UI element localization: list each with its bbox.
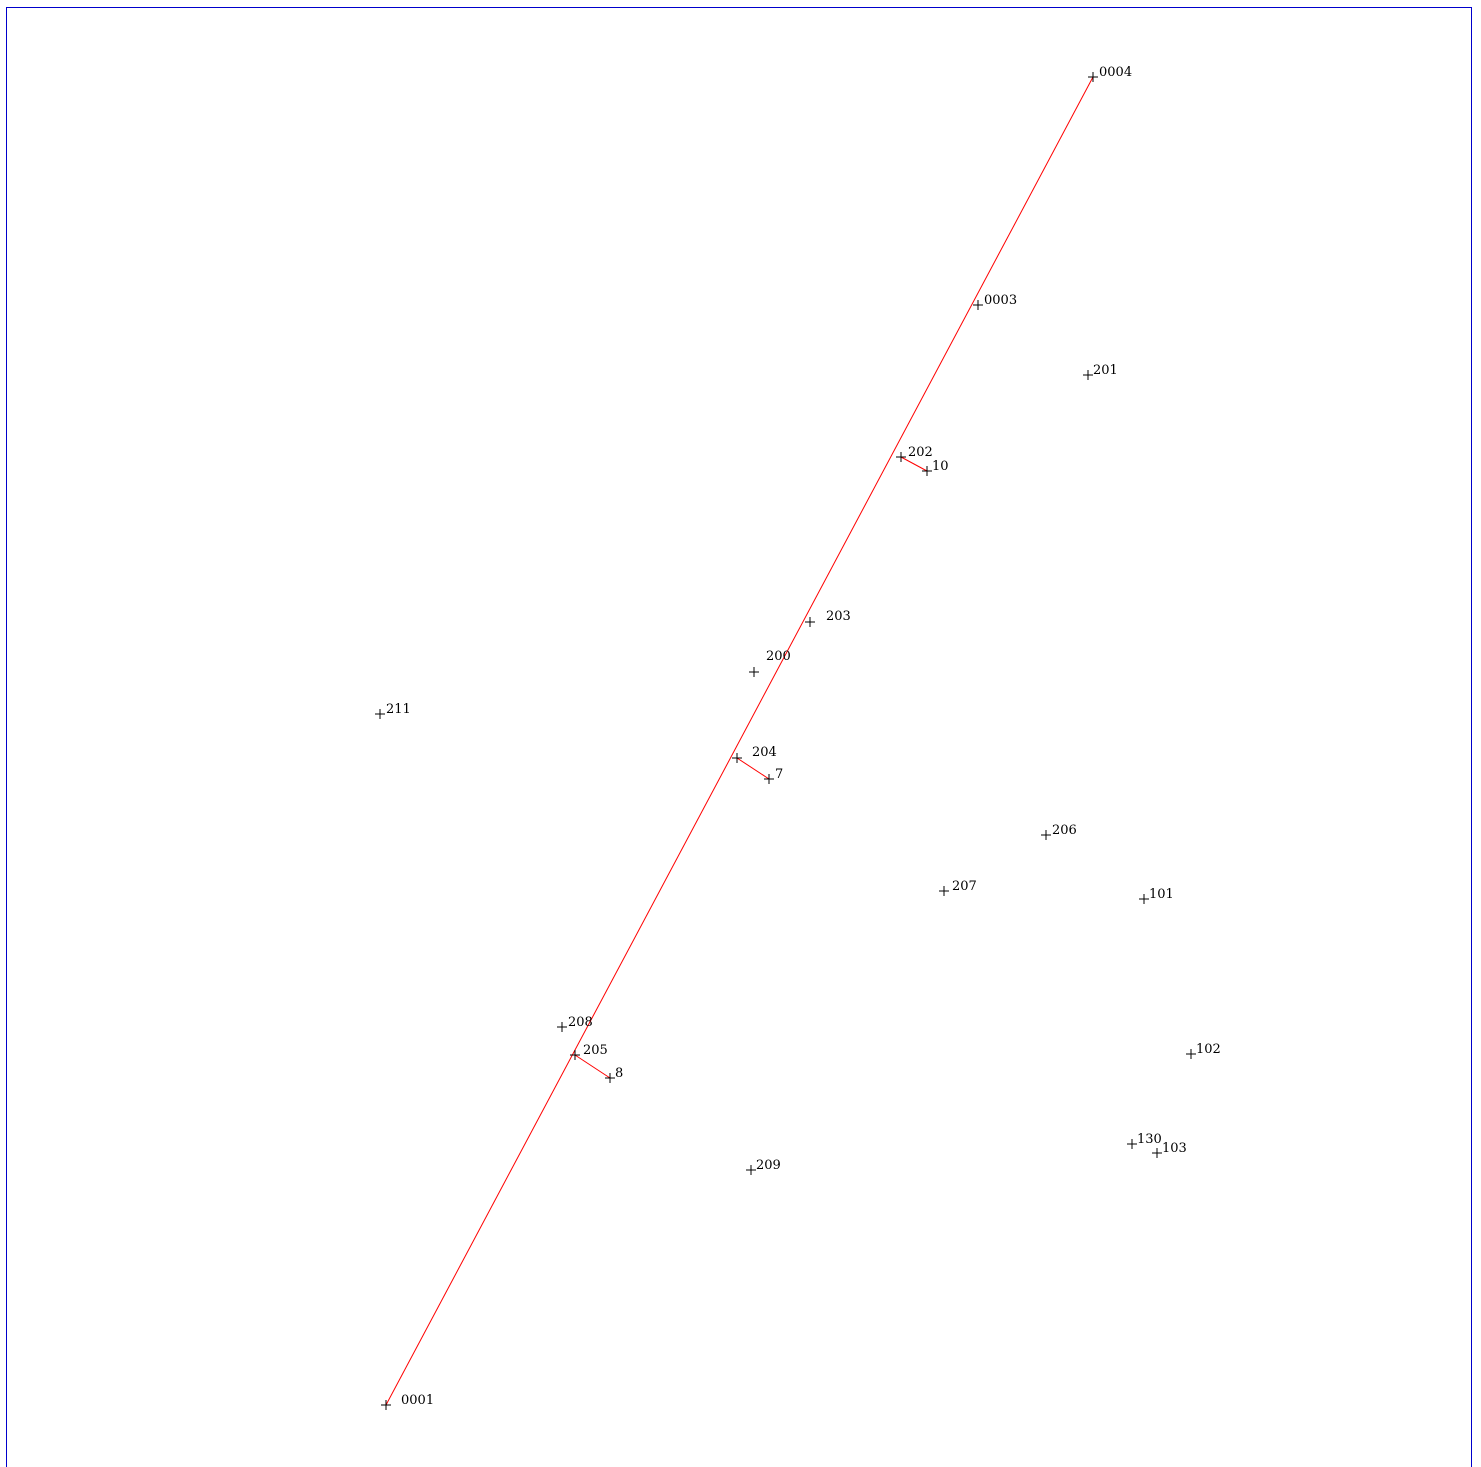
point-label: 201 — [1093, 363, 1118, 378]
point-label: 204 — [752, 745, 777, 760]
point-label: 208 — [568, 1015, 593, 1030]
point-label: 203 — [826, 609, 851, 624]
point-label: 0003 — [984, 293, 1017, 308]
point-label: 7 — [775, 767, 783, 782]
lines-layer — [385, 76, 1094, 1406]
drawing-frame — [6, 7, 1472, 1467]
point-label: 205 — [583, 1043, 608, 1058]
point-209[interactable]: 209 — [746, 1158, 781, 1175]
point-7[interactable]: 7 — [764, 767, 783, 784]
point-205[interactable]: 205 — [570, 1043, 608, 1060]
point-208[interactable]: 208 — [557, 1015, 593, 1032]
point-label: 209 — [756, 1158, 781, 1173]
line-204-7 — [736, 757, 770, 780]
point-203[interactable]: 203 — [805, 609, 851, 627]
point-103[interactable]: 103 — [1152, 1141, 1187, 1158]
point-130[interactable]: 130 — [1127, 1132, 1162, 1149]
point-label: 202 — [908, 445, 933, 460]
line-205-8 — [574, 1054, 611, 1079]
point-211[interactable]: 211 — [375, 702, 411, 719]
point-102[interactable]: 102 — [1186, 1042, 1221, 1059]
point-0004[interactable]: 0004 — [1088, 65, 1132, 82]
point-201[interactable]: 201 — [1083, 363, 1118, 380]
point-label: 101 — [1149, 887, 1174, 902]
point-8[interactable]: 8 — [605, 1066, 623, 1083]
point-label: 0004 — [1099, 65, 1132, 80]
point-label: 200 — [766, 649, 791, 664]
point-label: 0001 — [401, 1393, 434, 1408]
point-label: 102 — [1196, 1042, 1221, 1057]
point-10[interactable]: 10 — [922, 459, 949, 476]
point-label: 207 — [952, 879, 977, 894]
point-204[interactable]: 204 — [732, 745, 777, 763]
point-label: 211 — [386, 702, 411, 717]
point-206[interactable]: 206 — [1041, 823, 1077, 840]
point-label: 8 — [615, 1066, 623, 1081]
point-200[interactable]: 200 — [749, 649, 791, 677]
point-207[interactable]: 207 — [939, 879, 977, 896]
line-202-10 — [900, 456, 928, 472]
point-0001[interactable]: 0001 — [381, 1393, 434, 1410]
point-label: 103 — [1162, 1141, 1187, 1156]
point-label: 10 — [932, 459, 949, 474]
point-0003[interactable]: 0003 — [973, 293, 1017, 310]
point-202[interactable]: 202 — [896, 445, 933, 462]
point-label: 206 — [1052, 823, 1077, 838]
point-label: 130 — [1137, 1132, 1162, 1147]
line-0001-0004 — [385, 76, 1094, 1406]
point-101[interactable]: 101 — [1139, 887, 1174, 904]
